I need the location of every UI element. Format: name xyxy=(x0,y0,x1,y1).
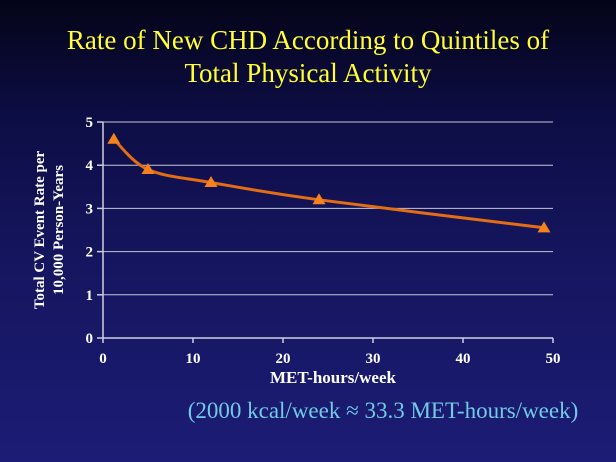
y-tick-label-1: 1 xyxy=(86,288,94,304)
data-point-marker-q1 xyxy=(107,132,121,144)
y-tick-label-5: 5 xyxy=(86,115,94,131)
event-rate-line xyxy=(112,138,545,230)
data-point-marker-q4 xyxy=(312,193,326,205)
x-axis-title: MET-hours/week xyxy=(270,368,396,387)
x-tick-label-0: 0 xyxy=(99,351,107,367)
x-tick-label-50: 50 xyxy=(546,351,561,367)
conversion-note: (2000 kcal/week ≈ 33.3 MET-hours/week) xyxy=(187,398,579,423)
y-tick-label-4: 4 xyxy=(86,158,94,174)
x-tick-label-40: 40 xyxy=(456,351,471,367)
slide-title-line1: Rate of New CHD According to Quintiles o… xyxy=(66,25,550,55)
x-tick-label-10: 10 xyxy=(186,351,201,367)
slide-title-line2: Total Physical Activity xyxy=(184,58,432,88)
data-point-marker-q5 xyxy=(537,221,551,233)
y-tick-label-3: 3 xyxy=(86,201,94,217)
y-tick-label-2: 2 xyxy=(86,245,94,261)
x-tick-label-30: 30 xyxy=(366,351,381,367)
y-tick-label-0: 0 xyxy=(86,331,94,347)
data-point-marker-q3 xyxy=(204,175,218,187)
slide-title: Rate of New CHD According to Quintiles o… xyxy=(0,24,616,90)
x-tick-label-20: 20 xyxy=(276,351,291,367)
data-point-marker-q2 xyxy=(141,163,155,175)
